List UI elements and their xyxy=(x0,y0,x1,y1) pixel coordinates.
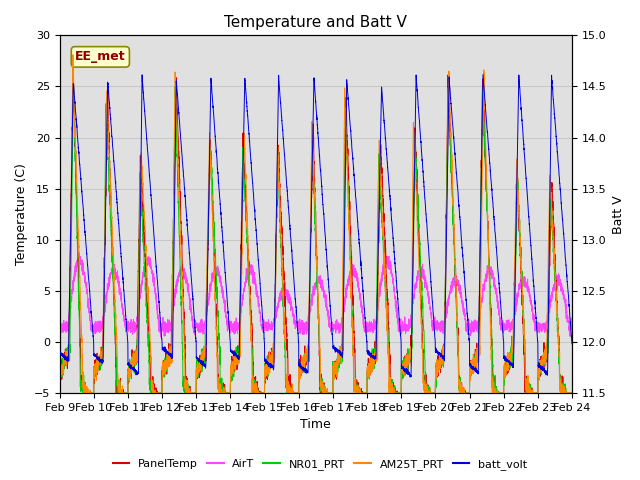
AirT xyxy=(460,305,467,311)
NR01_PRT xyxy=(79,390,87,396)
Line: PanelTemp: PanelTemp xyxy=(60,66,572,393)
AirT xyxy=(56,331,63,337)
AirT xyxy=(148,267,156,273)
Line: AM25T_PRT: AM25T_PRT xyxy=(60,55,572,393)
batt_volt xyxy=(402,368,410,373)
Legend: PanelTemp, AirT, NR01_PRT, AM25T_PRT, batt_volt: PanelTemp, AirT, NR01_PRT, AM25T_PRT, ba… xyxy=(108,455,532,474)
PanelTemp xyxy=(403,362,410,368)
AirT xyxy=(297,322,305,327)
NR01_PRT xyxy=(568,390,576,396)
AM25T_PRT xyxy=(403,362,410,368)
batt_volt xyxy=(568,333,575,338)
NR01_PRT xyxy=(297,368,305,374)
PanelTemp xyxy=(431,390,438,396)
AirT xyxy=(76,250,83,255)
Line: AirT: AirT xyxy=(60,252,572,337)
NR01_PRT xyxy=(56,369,63,374)
batt_volt xyxy=(296,363,304,369)
PanelTemp xyxy=(69,63,77,69)
Title: Temperature and Batt V: Temperature and Batt V xyxy=(225,15,407,30)
NR01_PRT xyxy=(403,364,410,370)
batt_volt xyxy=(460,262,467,267)
Line: NR01_PRT: NR01_PRT xyxy=(60,81,572,393)
PanelTemp xyxy=(568,390,575,396)
NR01_PRT xyxy=(460,390,467,396)
batt_volt xyxy=(148,202,156,208)
AirT xyxy=(568,326,575,332)
AirT xyxy=(403,322,410,327)
AM25T_PRT xyxy=(69,52,77,58)
AM25T_PRT xyxy=(568,390,575,396)
AM25T_PRT xyxy=(431,390,438,396)
batt_volt xyxy=(406,374,414,380)
NR01_PRT xyxy=(431,390,438,396)
NR01_PRT xyxy=(148,390,156,396)
PanelTemp xyxy=(297,363,305,369)
Y-axis label: Temperature (C): Temperature (C) xyxy=(15,163,28,265)
X-axis label: Time: Time xyxy=(300,419,331,432)
Y-axis label: Batt V: Batt V xyxy=(612,195,625,234)
PanelTemp xyxy=(568,390,576,396)
PanelTemp xyxy=(79,390,86,396)
NR01_PRT xyxy=(568,390,575,396)
PanelTemp xyxy=(148,386,156,392)
batt_volt xyxy=(431,327,438,333)
NR01_PRT xyxy=(70,78,77,84)
AM25T_PRT xyxy=(56,370,63,375)
AM25T_PRT xyxy=(80,390,88,396)
PanelTemp xyxy=(56,376,63,382)
AirT xyxy=(157,334,164,340)
Line: batt_volt: batt_volt xyxy=(60,74,572,377)
batt_volt xyxy=(56,348,63,354)
Text: EE_met: EE_met xyxy=(75,50,125,63)
PanelTemp xyxy=(460,389,467,395)
AM25T_PRT xyxy=(297,367,305,373)
AM25T_PRT xyxy=(148,388,156,394)
AM25T_PRT xyxy=(460,390,467,396)
AirT xyxy=(568,321,576,326)
AM25T_PRT xyxy=(568,390,576,396)
batt_volt xyxy=(479,72,487,77)
AirT xyxy=(431,323,438,328)
batt_volt xyxy=(568,341,576,347)
